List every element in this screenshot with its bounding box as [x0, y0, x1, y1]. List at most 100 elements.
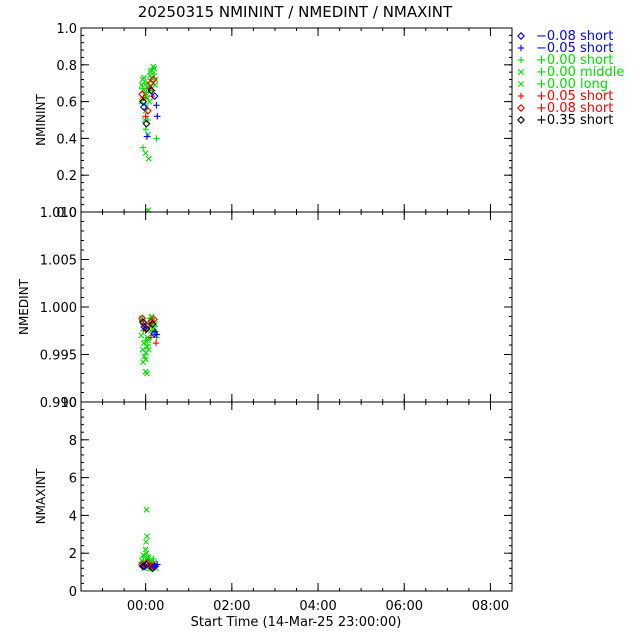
data-point [154, 561, 161, 568]
x-tick-label: 02:00 [213, 599, 250, 614]
data-point [146, 98, 153, 105]
y-tick-label: 0.995 [40, 349, 77, 364]
legend-label: +0.00 short [536, 53, 613, 68]
panel-nmaxint: 0 2 4 6 8 10 00:00 02:00 04:00 06:00 08:00 NMAXINT [34, 396, 513, 614]
y-tick-label: 0.2 [56, 169, 77, 184]
chart-panels: 0.0 0.2 0.4 0.6 0.8 1.0 NMININT 0.990 0.995 1.000… [17, 22, 513, 614]
legend-label: +0.00 long [536, 77, 608, 92]
legend-label: +0.08 short [536, 101, 613, 116]
y-tick-label: 1.000 [40, 301, 77, 316]
legend-label: −0.08 short [536, 29, 613, 44]
y-tick-label: 0.0 [56, 206, 77, 221]
y-tick-label: 1.010 [40, 206, 77, 221]
data-point [148, 313, 155, 320]
data-point [141, 117, 148, 123]
data-point [150, 92, 159, 101]
y-axis-label: NMAXINT [34, 468, 48, 524]
data-point [143, 506, 150, 513]
x-tick-label: 04:00 [299, 599, 336, 614]
data-point [143, 106, 152, 115]
series-points [143, 102, 161, 140]
data-point [140, 340, 147, 347]
data-point [154, 113, 161, 120]
legend-entry: +0.35 short [517, 113, 613, 128]
data-point [138, 82, 145, 89]
data-point [139, 144, 147, 151]
legend-entry: +0.00 long [518, 77, 608, 92]
y-tick-label: 10 [60, 396, 77, 411]
legend-marker [518, 81, 524, 87]
data-point [142, 113, 149, 120]
y-tick-label: 1.0 [56, 22, 77, 37]
data-point [145, 346, 152, 353]
x-tick-label: 00:00 [127, 599, 164, 614]
data-point [139, 103, 148, 112]
legend-marker [517, 92, 525, 100]
data-point [148, 564, 157, 573]
data-point [138, 90, 147, 99]
legend-label: +0.00 middle [536, 65, 624, 80]
data-point [140, 552, 147, 559]
data-point [140, 562, 149, 571]
data-point [147, 317, 156, 326]
panel-nminint: 0.0 0.2 0.4 0.6 0.8 1.0 NMININT [34, 22, 513, 221]
data-point [142, 324, 151, 333]
y-axis-label: NMININT [34, 93, 48, 145]
plot-frame [80, 211, 513, 403]
data-point [145, 155, 152, 162]
data-point [140, 322, 149, 331]
data-point [144, 334, 151, 341]
y-tick-label: 0.8 [56, 59, 77, 74]
data-point [142, 150, 149, 157]
data-point [153, 135, 160, 142]
legend-entry: +0.00 short [517, 53, 613, 68]
series-points [138, 318, 158, 377]
series-points [139, 92, 159, 112]
series-points [151, 328, 161, 338]
legend-label: −0.05 short [536, 41, 613, 56]
y-axis-label: NMEDINT [17, 278, 31, 335]
legend-marker [518, 69, 524, 75]
y-tick-label: 1.005 [40, 254, 77, 269]
data-point [150, 63, 157, 70]
legend-label: +0.35 short [536, 113, 613, 128]
chart-legend: −0.08 short−0.05 short+0.00 short+0.00 m… [517, 29, 624, 128]
data-point [147, 557, 154, 564]
data-point [152, 339, 160, 347]
legend-marker [517, 32, 525, 40]
legend-entry: +0.08 short [517, 101, 613, 116]
y-tick-label: 0.990 [40, 396, 77, 411]
chart-title: 20250315 NMININT / NMEDINT / NMAXINT [138, 3, 453, 21]
data-point [149, 75, 158, 84]
data-point [153, 331, 161, 338]
data-point [143, 550, 150, 557]
data-point [147, 69, 154, 76]
data-point [139, 562, 148, 571]
data-point [143, 533, 150, 540]
x-tick-label: 08:00 [472, 599, 509, 614]
y-tick-label: 0 [69, 585, 77, 600]
series-points [138, 75, 158, 115]
legend-label: +0.05 short [536, 89, 613, 104]
legend-marker [517, 44, 525, 52]
data-point [142, 107, 149, 114]
panel-nmedint: 0.990 0.995 1.000 1.005 1.010 NMEDINT [17, 206, 513, 411]
y-tick-label: 2 [69, 547, 77, 562]
legend-marker [517, 116, 525, 124]
legend-entry: +0.00 middle [518, 65, 624, 80]
data-point [140, 359, 147, 366]
legend-entry: −0.05 short [517, 41, 613, 56]
y-tick-label: 0.4 [56, 132, 77, 147]
data-point [147, 334, 155, 341]
legend-marker [517, 104, 525, 112]
data-point [140, 74, 147, 81]
legend-marker [517, 56, 525, 64]
data-point [153, 102, 160, 109]
data-point [143, 370, 150, 377]
data-point [143, 538, 150, 545]
data-point [147, 86, 156, 95]
data-point [142, 119, 151, 128]
data-point [143, 133, 151, 140]
data-point [148, 320, 157, 329]
